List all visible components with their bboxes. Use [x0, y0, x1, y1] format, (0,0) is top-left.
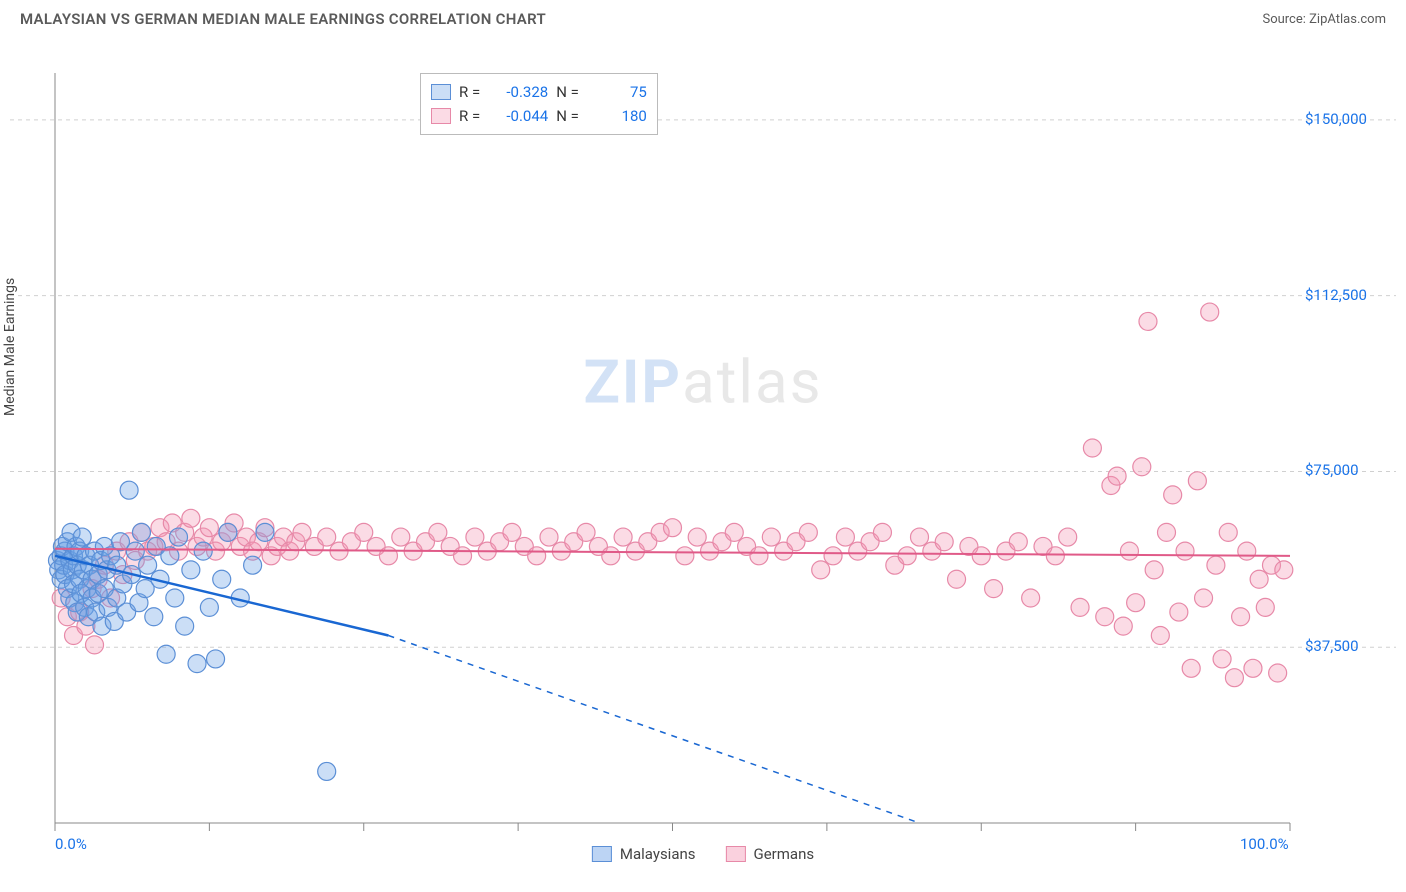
legend-item-malaysians: Malaysians: [592, 845, 696, 863]
watermark: ZIPatlas: [583, 346, 822, 417]
y-tick-label: $150,000: [1305, 110, 1367, 128]
swatch-icon: [431, 108, 451, 124]
x-tick-label: 100.0%: [1240, 835, 1289, 853]
y-tick-label: $37,500: [1305, 637, 1359, 655]
stats-row-malaysians: R = -0.328 N = 75: [431, 80, 647, 104]
x-tick-label: 0.0%: [55, 835, 87, 853]
y-tick-label: $75,000: [1305, 461, 1359, 479]
swatch-icon: [726, 846, 746, 862]
stats-row-germans: R = -0.044 N = 180: [431, 104, 647, 128]
chart-area: Median Male Earnings ZIPatlas R = -0.328…: [0, 33, 1406, 863]
bottom-legend: Malaysians Germans: [592, 845, 814, 863]
swatch-icon: [431, 84, 451, 100]
scatter-chart-svg: [0, 33, 1406, 863]
stats-legend-box: R = -0.328 N = 75 R = -0.044 N = 180: [420, 73, 658, 135]
chart-title: MALAYSIAN VS GERMAN MEDIAN MALE EARNINGS…: [20, 10, 546, 28]
legend-item-germans: Germans: [726, 845, 815, 863]
y-tick-label: $112,500: [1305, 286, 1367, 304]
swatch-icon: [592, 846, 612, 862]
source-label: Source: ZipAtlas.com: [1262, 12, 1386, 27]
